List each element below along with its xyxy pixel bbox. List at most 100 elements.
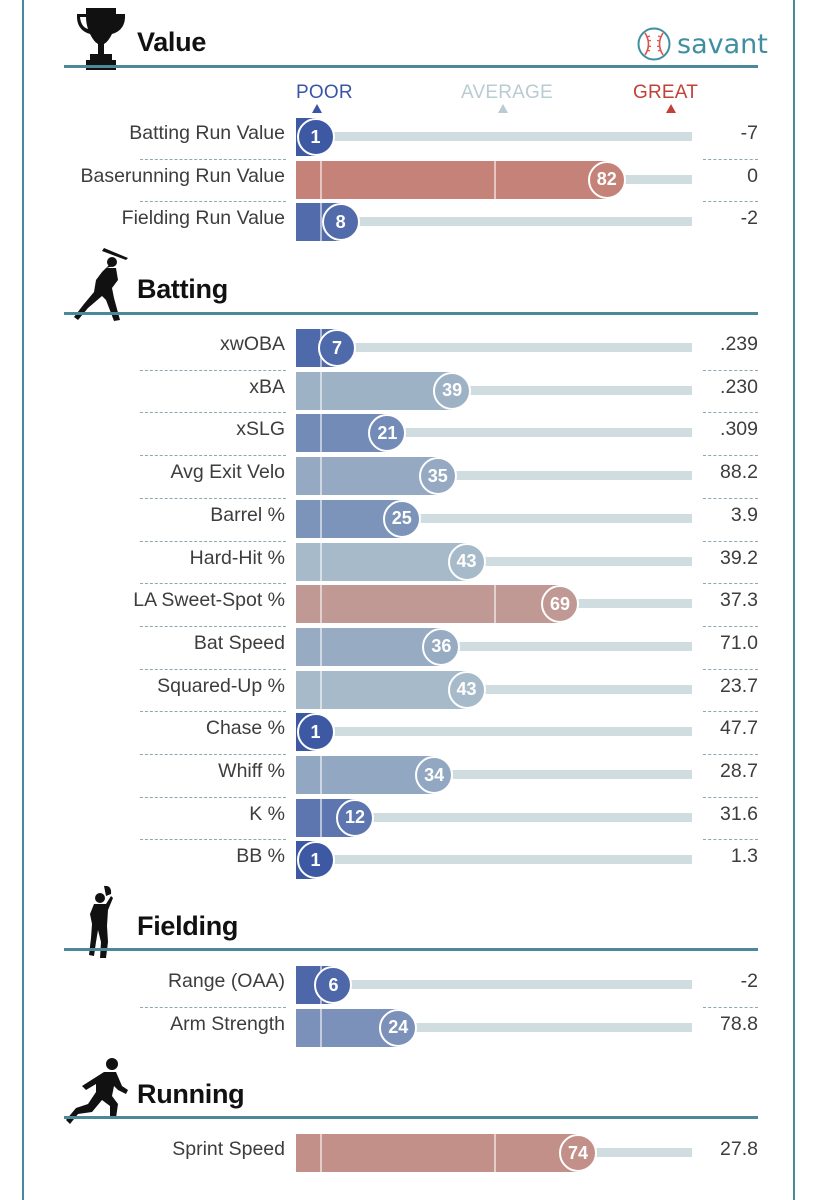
row-divider-right: [703, 412, 758, 414]
metric-row-bat-speed: Bat Speed 36 71.0: [0, 627, 818, 666]
row-divider-right: [703, 796, 758, 798]
bar-tick: [319, 499, 322, 538]
percentile-track: [296, 641, 692, 651]
percentile-bar: [296, 1134, 579, 1172]
row-divider-right: [703, 540, 758, 542]
trophy-icon: [76, 8, 126, 70]
bar-tick: [319, 585, 322, 624]
row-divider-right: [703, 1006, 758, 1008]
metric-value: .230: [720, 375, 758, 398]
metric-value: 88.2: [720, 461, 758, 484]
metric-row-whiff: Whiff % 34 28.7: [0, 756, 818, 794]
row-divider-right: [703, 455, 758, 457]
metric-label: Sprint Speed: [172, 1138, 285, 1160]
baseball-icon: [637, 27, 671, 61]
metric-label: Hard-Hit %: [189, 546, 285, 569]
section-rule-value: [64, 65, 758, 68]
metric-row-la-sweet-spot: LA Sweet-Spot % 69 37.3: [0, 585, 818, 624]
metric-row-baserunning-run-value: Baserunning Run Value 82 0: [0, 160, 818, 199]
row-divider-right: [703, 158, 758, 160]
metric-label: K %: [249, 802, 285, 825]
percentile-circle: 21: [368, 414, 407, 453]
runner-icon: [66, 1058, 128, 1124]
percentile-track: [296, 217, 692, 227]
percentile-circle: 74: [559, 1134, 597, 1172]
percentile-track: [296, 471, 692, 481]
row-divider-left: [140, 1006, 286, 1008]
percentile-track: [296, 556, 692, 566]
metric-value: -7: [740, 122, 758, 144]
metric-label: BB %: [236, 845, 285, 868]
metric-label: LA Sweet-Spot %: [133, 589, 285, 612]
metric-row-sprint-speed: Sprint Speed 74 27.8: [0, 1134, 818, 1172]
legend-great-marker: [666, 104, 676, 113]
bar-tick: [319, 414, 322, 453]
section-title-fielding: Fielding: [137, 911, 239, 941]
bar-tick: [319, 542, 322, 581]
metric-row-bb: BB % 1 1.3: [0, 841, 818, 880]
row-divider-right: [703, 839, 758, 841]
metric-label: Baserunning Run Value: [80, 164, 285, 187]
percentile-track: [296, 727, 692, 737]
row-divider-left: [140, 754, 286, 755]
percentile-bar: [296, 542, 468, 581]
section-title-batting: Batting: [137, 274, 228, 304]
percentile-circle: 82: [587, 160, 626, 199]
percentile-circle: 7: [318, 329, 357, 367]
metric-row-range-oaa: Range (OAA) 6 -2: [0, 966, 818, 1004]
metric-label: xwOBA: [219, 333, 285, 355]
metric-row-hard-hit: Hard-Hit % 43 39.2: [0, 542, 818, 581]
metric-label: Range (OAA): [167, 970, 285, 992]
fielder-icon: [89, 885, 113, 958]
metric-label: Fielding Run Value: [121, 207, 285, 230]
row-divider-left: [140, 497, 286, 499]
percentile-bar: [296, 756, 435, 794]
metric-label: Arm Strength: [170, 1012, 285, 1035]
percentile-bar: [296, 670, 468, 709]
metric-value: 47.7: [720, 717, 758, 740]
percentile-circle: 8: [321, 203, 360, 242]
percentile-circle: 43: [447, 670, 486, 709]
bar-tick: [319, 457, 322, 496]
metric-value: .309: [720, 418, 758, 441]
legend-average-label: AVERAGE: [461, 82, 553, 103]
bar-tick: [319, 627, 322, 666]
metric-value: 28.7: [720, 760, 758, 782]
metric-row-xba: xBA 39 .230: [0, 371, 818, 410]
percentile-circle: 69: [541, 585, 580, 624]
metric-label: xBA: [249, 375, 285, 398]
bar-tick: [494, 1134, 496, 1172]
bar-tick: [494, 160, 496, 199]
row-divider-left: [140, 583, 286, 585]
percentile-circle: 12: [336, 798, 375, 837]
row-divider-right: [703, 668, 758, 670]
row-divider-left: [140, 796, 286, 798]
metric-label: Chase %: [205, 717, 285, 740]
bar-tick: [494, 585, 496, 624]
bar-tick: [319, 756, 322, 794]
row-divider-left: [140, 711, 286, 713]
section-rule-fielding: [64, 948, 758, 951]
metric-label: Whiff %: [218, 760, 285, 782]
percentile-bar: [296, 627, 442, 666]
percentile-bar: [296, 371, 453, 410]
percentile-circle: 34: [415, 756, 454, 794]
metric-label: Avg Exit Velo: [170, 461, 285, 484]
frame-right-border: [793, 0, 795, 1200]
section-rule-batting: [64, 312, 758, 315]
row-divider-left: [140, 158, 286, 160]
percentile-circle: 36: [422, 627, 461, 666]
section-title-running: Running: [137, 1079, 245, 1109]
metric-label: Squared-Up %: [157, 674, 285, 697]
metric-row-fielding-run-value: Fielding Run Value 8 -2: [0, 203, 818, 242]
percentile-track: [296, 385, 692, 395]
metric-label: Barrel %: [210, 503, 285, 526]
metric-value: 71.0: [720, 631, 758, 654]
row-divider-left: [140, 369, 286, 371]
bar-tick: [319, 203, 322, 242]
metric-value: 3.9: [730, 503, 758, 526]
row-divider-right: [703, 201, 758, 203]
metric-row-batting-run-value: Batting Run Value 1 -7: [0, 118, 818, 156]
percentile-circle: 1: [296, 118, 335, 156]
percentile-track: [296, 770, 692, 779]
